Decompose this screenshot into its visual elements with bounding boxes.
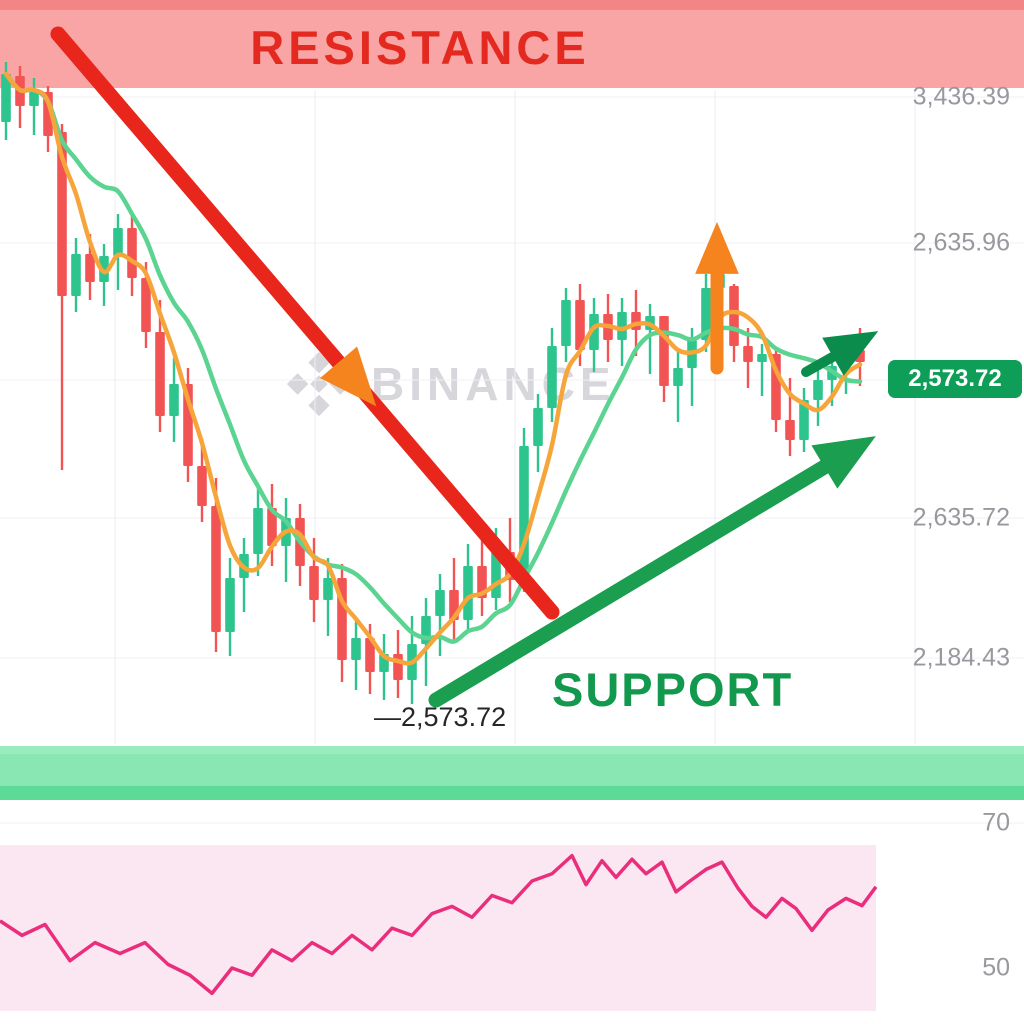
candle-body — [547, 346, 557, 408]
rsi-line — [0, 853, 878, 996]
breakout-arrow-head — [695, 221, 739, 274]
candle-body — [71, 254, 81, 296]
candle-body — [659, 316, 669, 386]
candle-body — [561, 300, 571, 346]
candle-body — [141, 278, 151, 332]
candle-body — [519, 446, 529, 580]
candle-body — [127, 228, 137, 278]
candle-body — [463, 566, 473, 620]
price-axis-label: 2,635.72 — [912, 503, 1010, 532]
downtrend-arrow-head — [320, 346, 377, 407]
candle-body — [617, 312, 627, 340]
candle-body — [309, 566, 319, 600]
oscillator-axis-label: 70 — [982, 808, 1010, 837]
ma-fast-line — [3, 71, 863, 666]
candle-body — [113, 228, 123, 256]
oscillator-axis-label: 50 — [982, 953, 1010, 982]
candle-body — [169, 384, 179, 416]
candle-body — [757, 354, 767, 362]
candle-body — [701, 288, 711, 340]
candle-body — [351, 638, 361, 660]
candle-body — [99, 256, 109, 282]
candle-body — [57, 132, 67, 296]
candle-body — [743, 346, 753, 362]
candle-body — [435, 590, 445, 616]
candle-body — [589, 314, 599, 350]
candle-body — [253, 508, 263, 554]
candle-body — [225, 578, 235, 632]
candle-body — [85, 254, 95, 282]
candle-body — [673, 368, 683, 386]
candle-body — [799, 400, 809, 440]
resistance-band — [0, 0, 1024, 88]
price-axis-label: 3,436.39 — [912, 82, 1010, 111]
ma-slow-line — [3, 71, 863, 644]
price-axis-label: 2,635.96 — [912, 228, 1010, 257]
uptrend-arrow-head — [811, 436, 876, 489]
swing-low-price-label: —2,573.72 — [374, 702, 507, 732]
candlesticks — [1, 62, 865, 704]
current-price-badge: 2,573.72 — [888, 360, 1022, 398]
price-pointer-arrow-head — [822, 331, 879, 376]
candle-body — [211, 506, 221, 632]
candle-body — [575, 300, 585, 350]
candle-body — [393, 654, 403, 680]
support-label: SUPPORT — [552, 663, 794, 716]
candle-body — [365, 638, 375, 672]
candle-body — [155, 332, 165, 416]
downtrend-arrow — [50, 26, 560, 620]
candle-body — [729, 286, 739, 346]
candle-body — [29, 90, 39, 106]
uptrend-arrow — [428, 446, 854, 708]
candle-body — [197, 466, 207, 506]
candle-body — [267, 508, 277, 546]
candle-body — [323, 578, 333, 600]
candle-body — [785, 420, 795, 440]
resistance-label: RESISTANCE — [250, 21, 590, 74]
support-band — [0, 746, 1024, 800]
candle-body — [1, 74, 11, 122]
candle-body — [533, 408, 543, 446]
price-axis-label: 2,184.43 — [912, 643, 1010, 672]
candle-body — [813, 380, 823, 400]
